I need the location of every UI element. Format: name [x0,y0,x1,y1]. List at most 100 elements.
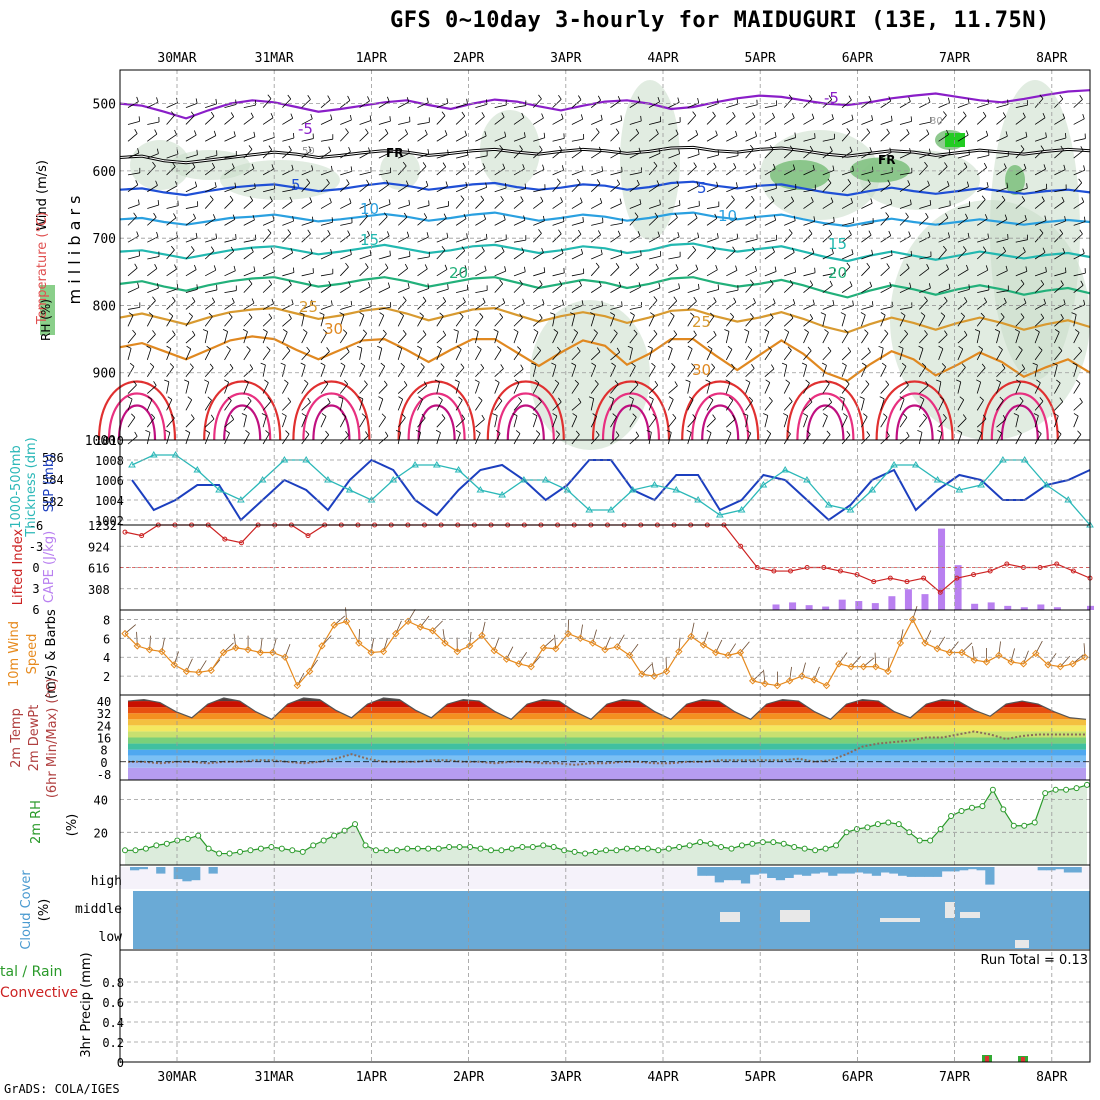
wind-marker [416,623,425,631]
wind-barb [494,302,505,310]
wind-marker [527,662,535,671]
wind-barb [745,433,752,445]
wind-barb-flag [1039,228,1044,234]
wind-barb-flag [807,346,812,351]
wind-barb-flag [459,312,464,317]
wind-barb [590,398,595,411]
wind-barb [204,199,214,209]
wind-barb [436,288,449,294]
wind-barb [243,317,253,327]
wind-barb [204,316,213,327]
wind-marker [872,662,880,671]
wind-barb-flag [783,413,788,417]
wind-barb [494,270,506,277]
wind-barb [282,331,288,344]
wind-ytick: 4 [103,651,110,665]
rh-marker [916,837,923,844]
wind-barb [610,267,620,277]
wind-barb [243,239,256,243]
wind-barb-flag [755,182,758,188]
wind-barb-flag [466,98,468,104]
wind-barb [262,117,274,125]
wind-barb-flag [712,246,716,251]
wind-marker [244,645,252,654]
wind-barb [301,365,306,377]
wind-barb [436,102,449,109]
thickness-marker [520,476,528,483]
wind-barb [610,365,616,377]
rh-marker [1021,822,1028,829]
wind-barb [1015,149,1025,159]
wind-barb-flag [627,345,633,349]
rh-shade-blob [380,150,420,190]
wind-barb [127,287,140,293]
wind-barb [706,154,719,159]
wind-barb [996,270,1008,277]
cloud-gap [960,912,980,918]
wind-barb [1073,150,1084,159]
rh-marker [508,845,515,852]
wind-barb [224,187,236,193]
wind-barb [996,382,1001,394]
wind-barb-flag [557,346,561,352]
wind-barb [668,315,675,327]
wind-barb [262,415,267,428]
wind-barb-flag [745,379,751,383]
wind-barb [822,201,834,209]
wind-barb [841,398,845,411]
wind-barb-flag [781,362,787,366]
wind-barb-flag [523,266,526,272]
wind-barb [957,134,969,142]
wind-barb-flag [562,216,565,222]
wind-barb [571,138,584,142]
wind-barb-flag [407,148,410,154]
wind-barb-flag [851,114,854,120]
wind-barb-flag [417,345,422,349]
li-marker [987,568,993,574]
wind-barb-flag [360,362,366,367]
thickness-ytick: 582 [42,495,64,509]
wind-barb-flag [494,379,500,383]
hot-contour [601,392,661,441]
cloud-high-bar [845,867,855,874]
wind-barb [127,398,133,411]
wind-barb [282,303,294,310]
wind-barb [976,418,987,428]
wind-barb-flag [1076,379,1081,384]
wind-barb [417,205,430,209]
wind-barb-flag [766,430,771,434]
fr-label-2: FR [878,153,895,167]
wind-barb-flag [515,430,521,434]
wind-barb [919,217,929,226]
wind-barb [166,115,175,125]
wind-barb [706,367,716,377]
wind-barb-flag [441,245,446,251]
wind-barb [668,268,679,277]
wind-barb [861,234,872,243]
wind-barb [455,269,467,277]
wind-barb-flag [946,264,949,270]
wind-barb [706,206,719,209]
wind-barb-flag [425,180,429,186]
cloud-high-bar [967,867,978,870]
wind-barb [996,167,1007,176]
rh-marker [634,845,641,852]
wind-barb-flag [408,199,411,205]
wind-barb [1035,188,1047,193]
wind-marker [478,631,486,640]
thickness-marker [324,476,332,483]
wind-barb-flag [848,230,852,235]
wind-barb-flag [339,312,345,316]
wind-barb [513,283,523,293]
wind-barb [822,304,835,310]
isotherm-25 [119,306,1091,334]
wind-barb [282,284,292,293]
wind-barb [417,236,429,243]
wind-barb [282,137,295,142]
wind-barb-flag [575,430,580,435]
wind10-label-3: (m/s) & Barbs [44,609,59,699]
wind-barb-flag [772,247,775,253]
wind-barb [957,154,970,159]
slp-ytick: 1004 [95,494,124,508]
wind-barb [706,289,719,294]
